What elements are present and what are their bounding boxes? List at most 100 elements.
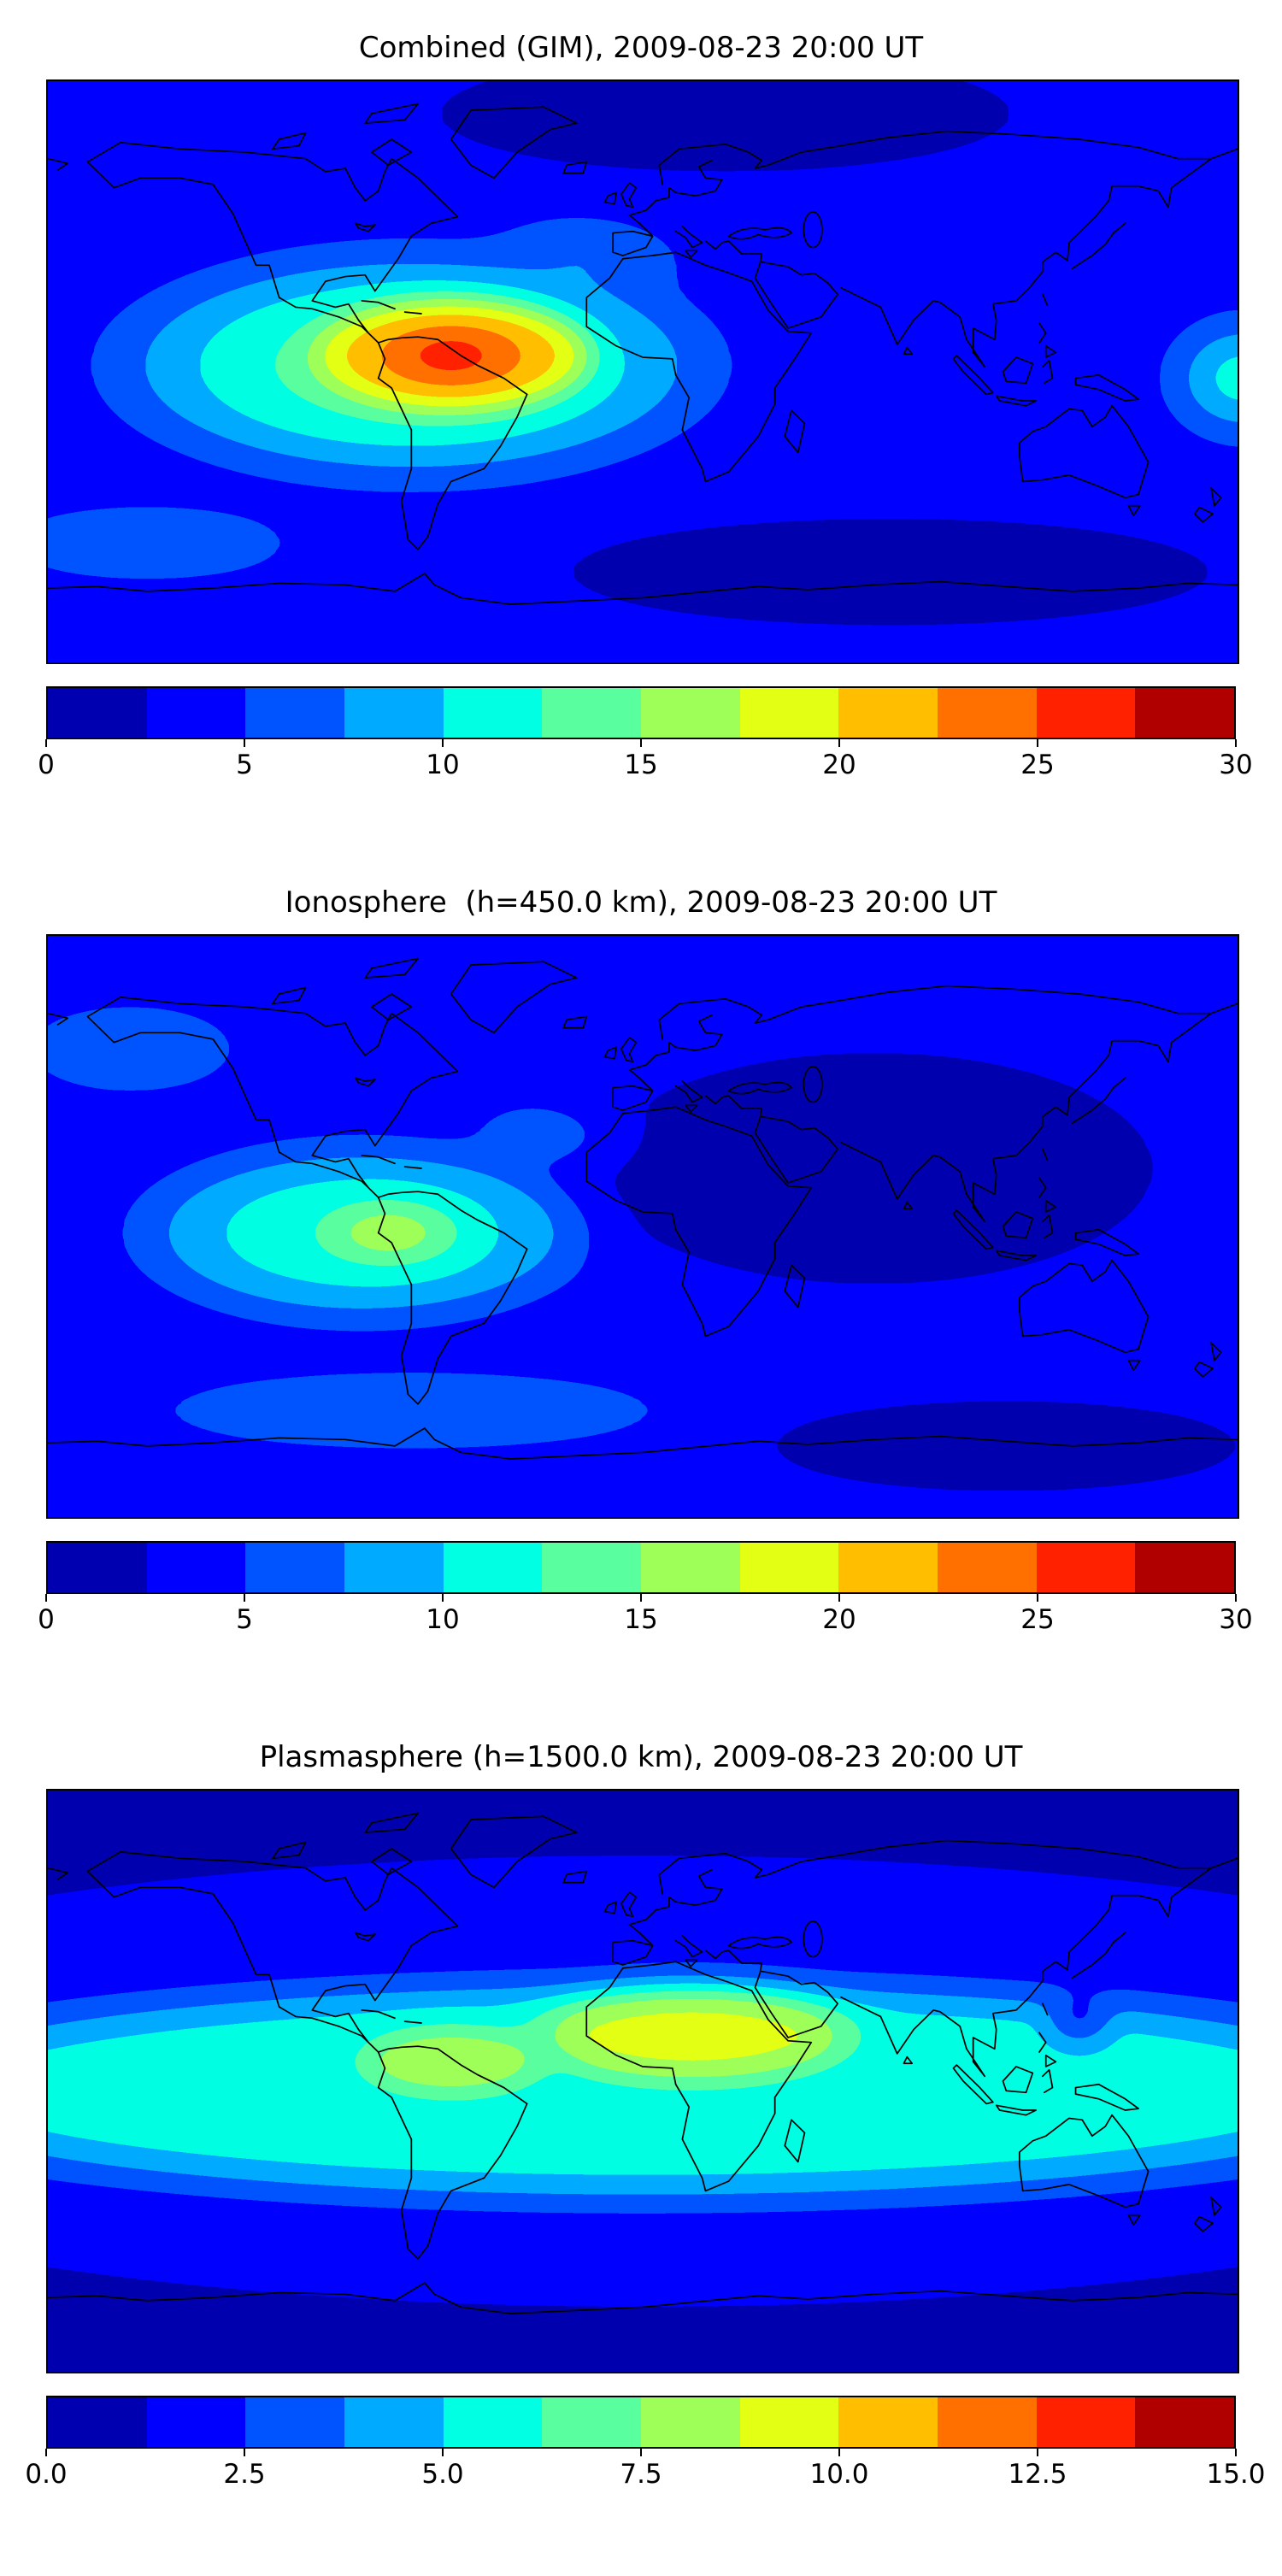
colorbar-segment bbox=[739, 2397, 839, 2447]
colorbar-segment bbox=[48, 2397, 147, 2447]
contour-field bbox=[48, 1790, 1238, 2372]
map-wrap bbox=[46, 1788, 1239, 2373]
colorbar-tick-mark bbox=[1037, 2448, 1038, 2456]
colorbar-segment bbox=[344, 1542, 444, 1592]
world-map-ionosphere bbox=[46, 933, 1239, 1519]
colorbar-tick-label: 15 bbox=[624, 749, 658, 780]
map-wrap bbox=[46, 79, 1239, 664]
colorbar-tick-mark bbox=[244, 1593, 245, 1602]
colorbar-tick-mark bbox=[45, 2448, 47, 2456]
colorbar-tick-label: 15.0 bbox=[1206, 2458, 1266, 2490]
colorbar-tick-mark bbox=[244, 738, 245, 747]
colorbar-tick-mark bbox=[838, 738, 840, 747]
colorbar-segment bbox=[443, 2397, 543, 2447]
colorbar-segment bbox=[1036, 1542, 1136, 1592]
colorbar-tick-labels: 0 5 10 15 20 25 30 bbox=[38, 739, 1253, 780]
colorbar-tick-label: 0.0 bbox=[25, 2458, 68, 2490]
colorbar-tick-mark bbox=[640, 738, 642, 747]
colorbar-segment bbox=[739, 687, 839, 738]
colorbar-tick-mark bbox=[1235, 1593, 1237, 1602]
colorbar-tick-label: 2.5 bbox=[223, 2458, 266, 2490]
colorbar-segment bbox=[838, 2397, 938, 2447]
colorbar-segment bbox=[146, 2397, 246, 2447]
colorbar: 0.0 2.5 5.0 7.5 10.0 12.5 15.0 bbox=[25, 2395, 1266, 2490]
colorbar-tick-mark bbox=[442, 2448, 444, 2456]
colorbar-gradient bbox=[46, 2395, 1236, 2449]
colorbar-tick-label: 30 bbox=[1219, 1603, 1253, 1635]
colorbar-tick-labels: 0.0 2.5 5.0 7.5 10.0 12.5 15.0 bbox=[25, 2449, 1265, 2490]
colorbar-tick-mark bbox=[1235, 738, 1237, 747]
colorbar-segment bbox=[838, 1542, 938, 1592]
colorbar-segment bbox=[641, 2397, 740, 2447]
contour-field bbox=[48, 80, 1238, 662]
colorbar-tick-label: 20 bbox=[822, 1603, 856, 1635]
colorbar-tick-mark bbox=[640, 2448, 642, 2456]
colorbar-tick-label: 10 bbox=[426, 749, 460, 780]
colorbar-segment bbox=[739, 1542, 839, 1592]
colorbar-segment bbox=[1036, 2397, 1136, 2447]
colorbar-segment bbox=[443, 687, 543, 738]
colorbar-segment bbox=[443, 1542, 543, 1592]
colorbar-tick-label: 30 bbox=[1219, 749, 1253, 780]
colorbar-tick-label: 10 bbox=[426, 1603, 460, 1635]
colorbar-segment bbox=[344, 2397, 444, 2447]
colorbar-segment bbox=[1135, 687, 1235, 738]
colorbar-tick-mark bbox=[1235, 2448, 1237, 2456]
colorbar-segment bbox=[641, 687, 740, 738]
colorbar: 0 5 10 15 20 25 30 bbox=[38, 1540, 1253, 1635]
colorbar-segment bbox=[48, 687, 147, 738]
colorbar-segment bbox=[542, 2397, 642, 2447]
colorbar-tick-label: 20 bbox=[822, 749, 856, 780]
colorbar-gradient bbox=[46, 1540, 1236, 1594]
colorbar-segment bbox=[146, 687, 246, 738]
colorbar-tick-mark bbox=[244, 2448, 245, 2456]
colorbar-gradient bbox=[46, 685, 1236, 739]
colorbar-segment bbox=[48, 1542, 147, 1592]
world-map-combined bbox=[46, 79, 1239, 664]
panel-combined: Combined (GIM), 2009-08-23 20:00 UT bbox=[0, 12, 1282, 867]
colorbar-tick-label: 7.5 bbox=[620, 2458, 662, 2490]
colorbar-tick-mark bbox=[1037, 1593, 1038, 1602]
colorbar-tick-label: 25 bbox=[1020, 749, 1055, 780]
colorbar-tick-label: 25 bbox=[1020, 1603, 1055, 1635]
colorbar-segment bbox=[1135, 1542, 1235, 1592]
panel-title: Ionosphere (h=450.0 km), 2009-08-23 20:0… bbox=[285, 885, 997, 920]
colorbar-segment bbox=[146, 1542, 246, 1592]
colorbar-segment bbox=[245, 2397, 345, 2447]
colorbar-tick-mark bbox=[442, 738, 444, 747]
colorbar-tick-label: 0 bbox=[38, 1603, 55, 1635]
panel-title: Plasmasphere (h=1500.0 km), 2009-08-23 2… bbox=[259, 1740, 1023, 1774]
colorbar-tick-mark bbox=[838, 1593, 840, 1602]
colorbar-tick-label: 5 bbox=[236, 1603, 253, 1635]
colorbar-segment bbox=[938, 1542, 1037, 1592]
colorbar-tick-mark bbox=[838, 2448, 840, 2456]
colorbar-tick-mark bbox=[442, 1593, 444, 1602]
colorbar-tick-mark bbox=[640, 1593, 642, 1602]
colorbar-tick-label: 5 bbox=[236, 749, 253, 780]
colorbar-segment bbox=[542, 1542, 642, 1592]
colorbar-tick-label: 5.0 bbox=[421, 2458, 464, 2490]
colorbar-tick-mark bbox=[45, 1593, 47, 1602]
colorbar-segment bbox=[641, 1542, 740, 1592]
map-wrap bbox=[46, 933, 1239, 1519]
panel-ionosphere: Ionosphere (h=450.0 km), 2009-08-23 20:0… bbox=[0, 867, 1282, 1721]
colorbar-tick-label: 15 bbox=[624, 1603, 658, 1635]
colorbar-tick-label: 12.5 bbox=[1008, 2458, 1067, 2490]
panel-title: Combined (GIM), 2009-08-23 20:00 UT bbox=[358, 31, 924, 65]
colorbar-segment bbox=[1135, 2397, 1235, 2447]
panel-plasmasphere: Plasmasphere (h=1500.0 km), 2009-08-23 2… bbox=[0, 1721, 1282, 2576]
colorbar-segment bbox=[542, 687, 642, 738]
colorbar-tick-mark bbox=[1037, 738, 1038, 747]
colorbar-segment bbox=[344, 687, 444, 738]
colorbar-tick-label: 0 bbox=[38, 749, 55, 780]
colorbar-segment bbox=[838, 687, 938, 738]
world-map-plasmasphere bbox=[46, 1788, 1239, 2373]
colorbar-segment bbox=[1036, 687, 1136, 738]
colorbar-segment bbox=[245, 687, 345, 738]
colorbar-segment bbox=[245, 1542, 345, 1592]
colorbar-tick-label: 10.0 bbox=[809, 2458, 869, 2490]
colorbar-segment bbox=[938, 687, 1037, 738]
contour-field bbox=[48, 935, 1238, 1517]
colorbar-tick-mark bbox=[45, 738, 47, 747]
